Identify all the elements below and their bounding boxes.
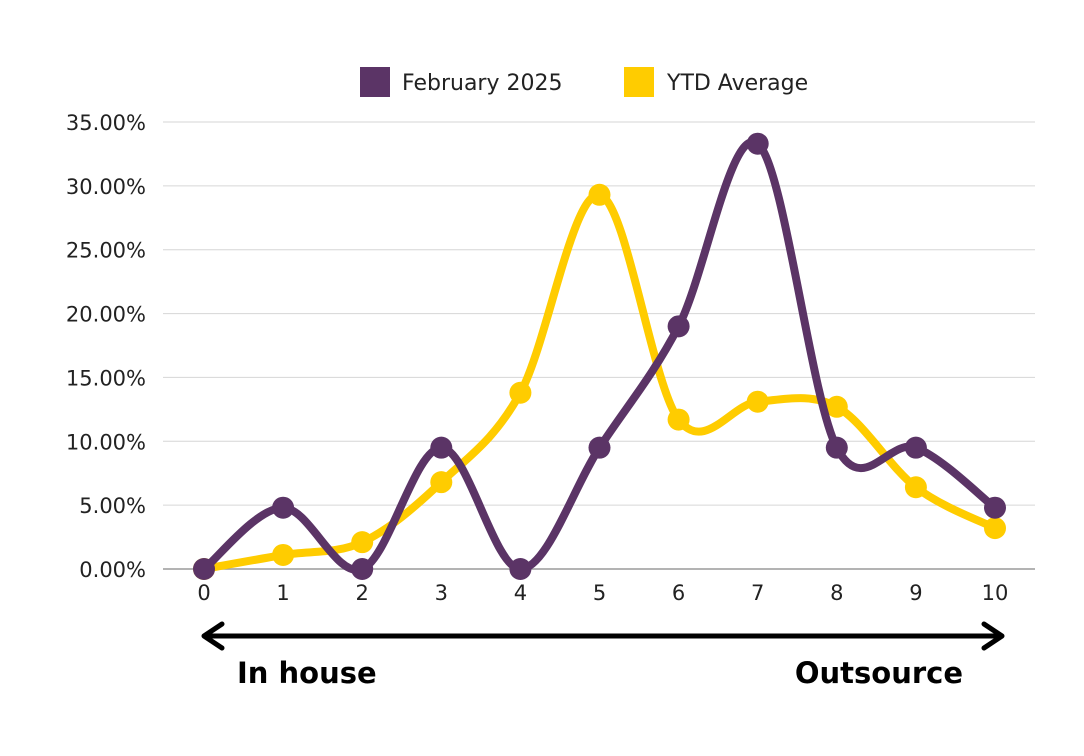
x-tick-label: 6 — [672, 581, 685, 605]
x-tick-label: 1 — [276, 581, 289, 605]
data-point-ytd-average — [588, 183, 611, 206]
y-tick-label: 35.00% — [66, 111, 146, 135]
y-tick-label: 10.00% — [66, 430, 146, 454]
x-axis-tick-labels: 0 1 2 3 4 5 6 7 8 9 10 — [197, 581, 1008, 605]
x-tick-label: 8 — [830, 581, 843, 605]
data-point-february-2025 — [193, 558, 215, 580]
x-tick-label: 4 — [514, 581, 527, 605]
y-tick-label: 30.00% — [66, 175, 146, 199]
y-tick-label: 5.00% — [79, 494, 146, 518]
legend: February 2025 YTD Average — [360, 67, 808, 97]
data-point-february-2025 — [509, 558, 532, 580]
x-tick-label: 7 — [751, 581, 764, 605]
data-point-ytd-average — [825, 395, 848, 418]
legend-label-february-2025: February 2025 — [402, 71, 562, 96]
data-point-ytd-average — [667, 408, 690, 431]
data-point-february-2025 — [430, 436, 453, 459]
x-tick-label: 10 — [982, 581, 1009, 605]
data-point-ytd-average — [430, 471, 453, 494]
data-point-february-2025 — [984, 496, 1006, 519]
y-axis-tick-labels: 0.00% 5.00% 10.00% 15.00% 20.00% 25.00% 30.00%… — [66, 111, 146, 582]
data-point-february-2025 — [588, 436, 611, 459]
in-house-label: In house — [237, 656, 377, 690]
x-tick-label: 5 — [593, 581, 606, 605]
y-tick-label: 0.00% — [79, 558, 146, 582]
data-point-february-2025 — [272, 496, 295, 519]
data-point-ytd-average — [746, 390, 769, 413]
legend-label-ytd-average: YTD Average — [666, 71, 808, 96]
data-point-february-2025 — [825, 436, 848, 459]
x-tick-label: 2 — [356, 581, 369, 605]
data-point-ytd-average — [509, 381, 532, 404]
data-point-february-2025 — [746, 132, 769, 155]
y-tick-label: 15.00% — [66, 366, 146, 390]
x-tick-label: 9 — [909, 581, 922, 605]
y-tick-label: 20.00% — [66, 303, 146, 327]
arrow-head-right-icon — [981, 621, 1005, 651]
series-lines — [193, 132, 1006, 580]
x-tick-label: 3 — [435, 581, 448, 605]
data-point-february-2025 — [667, 315, 690, 338]
outsource-label: Outsource — [795, 656, 963, 690]
arrow-head-left-icon — [201, 621, 225, 651]
double-headed-arrow — [201, 621, 1005, 651]
x-tick-label: 0 — [197, 581, 210, 605]
data-point-ytd-average — [984, 517, 1006, 540]
legend-swatch-february-2025 — [360, 67, 390, 97]
legend-swatch-ytd-average — [624, 67, 654, 97]
series-line-february-2025 — [200, 137, 999, 574]
data-point-ytd-average — [351, 531, 374, 554]
gridlines — [163, 121, 1035, 570]
series-line-ytd-average — [200, 190, 999, 573]
y-tick-label: 25.00% — [66, 239, 146, 263]
data-point-february-2025 — [351, 558, 374, 580]
data-point-ytd-average — [904, 476, 927, 499]
data-point-february-2025 — [904, 436, 927, 459]
data-point-ytd-average — [272, 543, 295, 566]
